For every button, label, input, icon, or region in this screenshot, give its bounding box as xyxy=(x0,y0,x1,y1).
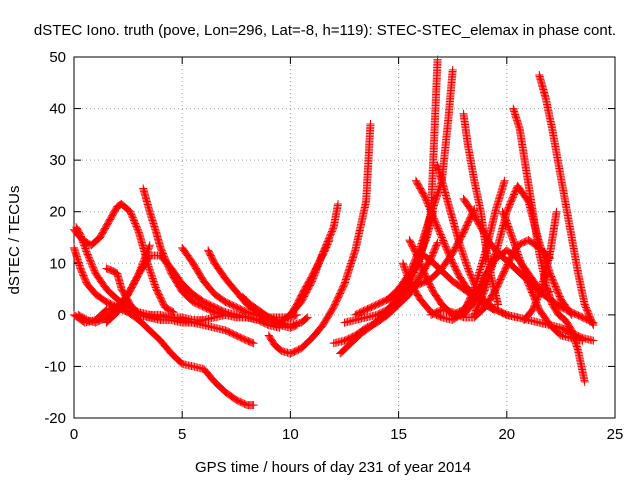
y-tick-label: 40 xyxy=(49,101,66,118)
y-tick-label: 10 xyxy=(49,255,66,272)
plot-frame xyxy=(73,56,616,419)
y-tick-label: 0 xyxy=(58,307,66,324)
y-tick-label: 20 xyxy=(49,204,66,221)
point-marker xyxy=(301,315,310,324)
point-marker xyxy=(433,238,442,247)
point-marker xyxy=(500,176,509,185)
point-marker xyxy=(303,313,312,322)
y-tick-label: -10 xyxy=(44,358,66,375)
series-arc19 xyxy=(383,205,479,304)
series-arc17 xyxy=(340,55,442,327)
x-axis-label: GPS time / hours of day 231 of year 2014 xyxy=(195,459,471,476)
point-marker xyxy=(145,242,154,251)
point-marker xyxy=(249,401,258,410)
grid-lines xyxy=(74,57,615,418)
point-marker xyxy=(113,202,122,211)
point-marker xyxy=(110,267,119,276)
x-tick-label: 25 xyxy=(607,426,624,443)
point-marker xyxy=(448,65,457,74)
chart-title: dSTEC Iono. truth (pove, Lon=296, Lat=-8… xyxy=(34,22,616,39)
point-marker xyxy=(433,55,442,64)
series-arc13 xyxy=(264,120,375,358)
point-marker xyxy=(249,339,258,348)
point-marker xyxy=(248,338,257,347)
y-tick-label: -20 xyxy=(44,410,66,427)
point-marker xyxy=(325,236,334,245)
x-tick-label: 10 xyxy=(282,426,299,443)
y-tick-label: 50 xyxy=(49,49,66,66)
y-axis-label: dSTEC / TECUs xyxy=(6,186,23,295)
x-tick-label: 20 xyxy=(498,426,515,443)
point-marker xyxy=(275,345,284,354)
x-tick-labels: 0 5 10 15 20 25 xyxy=(70,426,624,443)
point-marker xyxy=(169,308,178,317)
x-tick-label: 5 xyxy=(178,426,186,443)
y-tick-labels: -20 -10 0 10 20 30 40 50 xyxy=(44,49,66,427)
axis-ticks xyxy=(73,56,616,419)
point-marker xyxy=(324,237,333,246)
point-marker xyxy=(168,307,177,316)
y-tick-label: 30 xyxy=(49,152,66,169)
series-arc11 xyxy=(145,310,258,348)
point-marker xyxy=(334,199,343,208)
series-arc20 xyxy=(398,176,509,325)
point-marker xyxy=(366,120,375,129)
series-arc14 xyxy=(286,236,334,319)
x-tick-label: 15 xyxy=(390,426,407,443)
point-marker xyxy=(145,241,154,250)
x-tick-label: 0 xyxy=(70,426,78,443)
point-marker xyxy=(108,267,117,276)
point-marker xyxy=(112,268,121,277)
point-marker xyxy=(302,314,311,323)
point-marker xyxy=(432,240,441,249)
data-marks xyxy=(70,55,598,410)
